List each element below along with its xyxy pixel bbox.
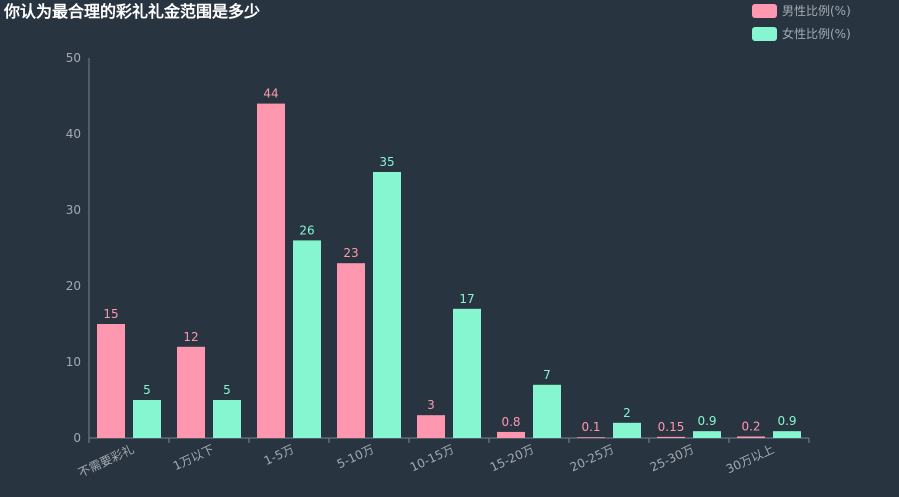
chart-title: 你认为最合理的彩礼礼金范围是多少 (3, 2, 260, 21)
data-label: 15 (103, 307, 118, 321)
bar-female (453, 308, 481, 438)
data-label: 5 (143, 383, 151, 397)
data-label: 35 (379, 155, 394, 169)
bar-female (773, 431, 801, 438)
bar-female (373, 172, 401, 438)
legend-label[interactable]: 女性比例(%) (782, 26, 851, 41)
data-label: 0.8 (501, 415, 520, 429)
data-label: 0.9 (697, 414, 716, 428)
data-label: 17 (459, 292, 474, 306)
x-tick-label: 15-20万 (488, 442, 536, 474)
bar-male (577, 437, 605, 438)
data-label: 44 (263, 87, 278, 101)
bar-male (657, 436, 685, 438)
y-axis: 0 10 20 30 40 50 (66, 51, 90, 445)
data-label: 26 (299, 223, 314, 237)
data-label: 2 (623, 406, 631, 420)
bar-female (533, 384, 561, 438)
data-label: 7 (543, 368, 551, 382)
data-label: 0.2 (741, 419, 760, 433)
data-label: 0.1 (581, 420, 600, 434)
x-tick-label: 20-25万 (568, 442, 616, 474)
bar-male (337, 263, 365, 438)
x-tick-label: 25-30万 (648, 442, 696, 474)
bar-female (133, 400, 161, 438)
data-label: 3 (427, 398, 435, 412)
y-tick-label: 10 (66, 355, 81, 369)
y-tick-label: 20 (66, 279, 81, 293)
y-tick-label: 40 (66, 127, 81, 141)
data-label: 23 (343, 246, 358, 260)
x-tick-label: 1万以下 (171, 442, 216, 473)
legend: 男性比例(%) 女性比例(%) (752, 4, 851, 41)
x-tick-label: 1-5万 (262, 442, 297, 468)
legend-label[interactable]: 男性比例(%) (782, 4, 851, 18)
data-label: 5 (223, 383, 231, 397)
y-tick-label: 30 (66, 203, 81, 217)
legend-swatch[interactable] (752, 4, 777, 18)
bar-male (177, 346, 205, 438)
legend-swatch[interactable] (752, 27, 777, 41)
bars (97, 103, 801, 438)
x-tick-label: 30万以上 (724, 442, 776, 476)
bar-female (213, 400, 241, 438)
bar-male (497, 431, 525, 438)
bar-male (97, 324, 125, 438)
data-labels: 15 5 12 5 44 26 23 35 3 17 0.8 7 0.1 2 0.15 0.9 0.2 0.9 (103, 87, 796, 435)
data-label: 0.15 (658, 420, 685, 434)
bar-female (293, 240, 321, 438)
y-tick-label: 0 (73, 431, 81, 445)
x-axis: 不需要彩礼 1万以下 1-5万 5-10万 10-15万 15-20万 20-25万 25-3… (76, 437, 810, 480)
bar-male (737, 436, 765, 438)
y-tick-label: 50 (66, 51, 81, 65)
bar-male (257, 103, 285, 438)
data-label: 12 (183, 330, 198, 344)
x-tick-label: 10-15万 (408, 442, 456, 474)
bar-female (693, 431, 721, 438)
x-tick-label: 5-10万 (335, 442, 376, 471)
bar-female (613, 422, 641, 438)
x-tick-label: 不需要彩礼 (76, 441, 137, 480)
bar-male (417, 415, 445, 438)
data-label: 0.9 (777, 414, 796, 428)
